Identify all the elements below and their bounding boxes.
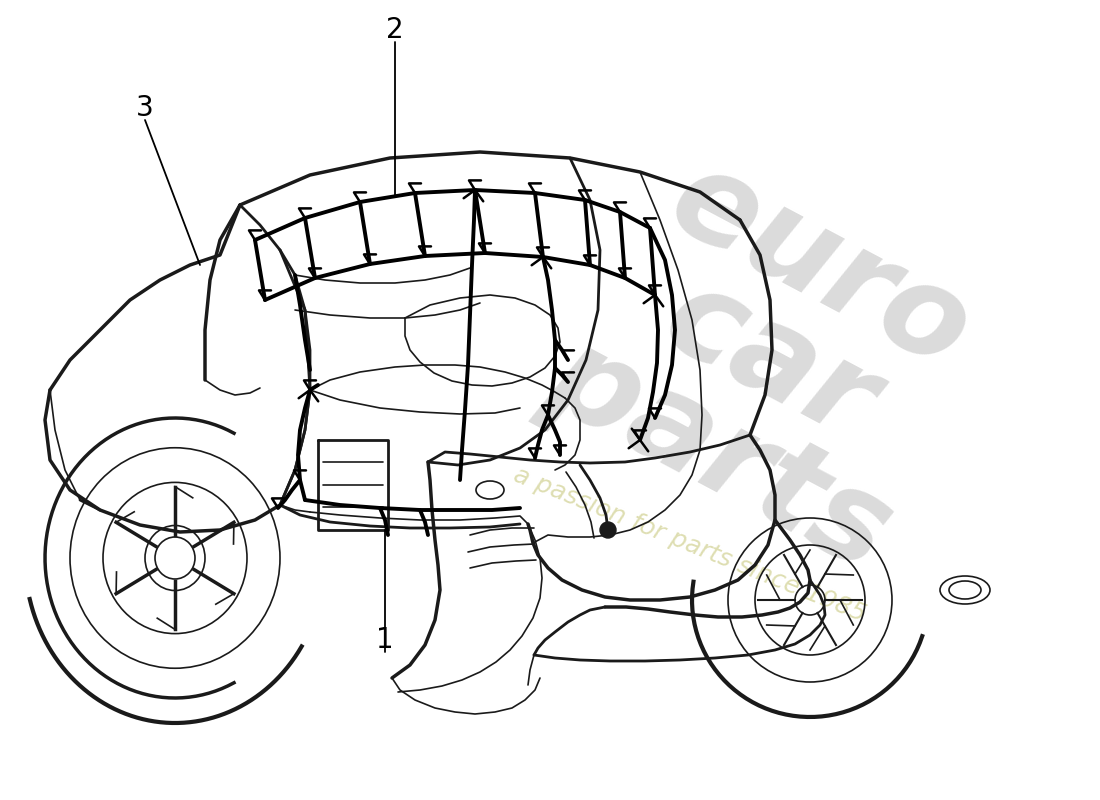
Circle shape — [600, 522, 616, 538]
Text: 1: 1 — [376, 626, 394, 654]
Text: a passion for parts since 1985: a passion for parts since 1985 — [510, 463, 870, 627]
Text: 2: 2 — [386, 16, 404, 44]
Text: 3: 3 — [136, 94, 154, 122]
Text: euro
car
parts: euro car parts — [528, 126, 1012, 594]
